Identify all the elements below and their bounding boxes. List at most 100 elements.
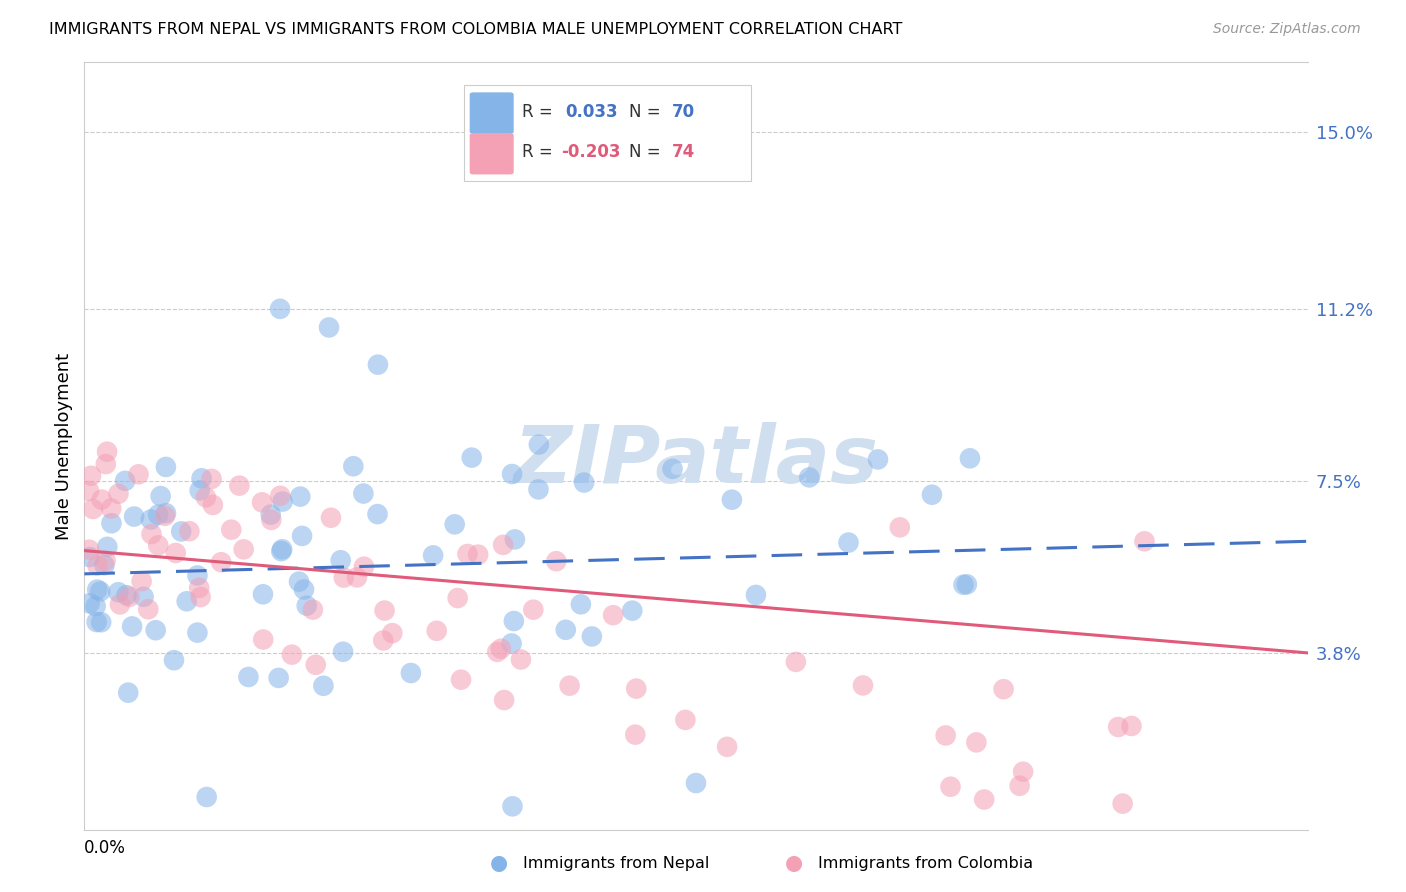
Text: N =: N =	[628, 144, 661, 161]
Point	[79, 596, 101, 610]
Point	[77, 542, 100, 557]
Point	[492, 538, 515, 552]
Point	[558, 679, 581, 693]
Point	[1111, 797, 1133, 811]
Point	[107, 585, 129, 599]
Point	[422, 549, 444, 563]
Point	[799, 470, 821, 484]
Point	[188, 483, 211, 498]
Point	[935, 729, 957, 743]
Point	[318, 320, 340, 334]
Point	[494, 693, 516, 707]
Point	[721, 492, 744, 507]
Point	[252, 632, 274, 647]
Point	[509, 652, 531, 666]
Point	[292, 582, 315, 597]
Point	[956, 577, 979, 591]
Point	[572, 475, 595, 490]
Text: -0.203: -0.203	[561, 144, 621, 161]
Point	[149, 489, 172, 503]
Point	[86, 615, 108, 629]
FancyBboxPatch shape	[470, 93, 513, 134]
Point	[661, 462, 683, 476]
Point	[219, 523, 242, 537]
Point	[132, 590, 155, 604]
Point	[852, 678, 875, 692]
Point	[367, 358, 389, 372]
Point	[96, 444, 118, 458]
Point	[302, 602, 325, 616]
Point	[288, 574, 311, 589]
Point	[209, 555, 232, 569]
Point	[352, 486, 374, 500]
Point	[200, 472, 222, 486]
Point	[621, 604, 644, 618]
Point	[353, 559, 375, 574]
Point	[90, 615, 112, 630]
Point	[89, 584, 111, 599]
Point	[195, 790, 218, 805]
Point	[153, 508, 176, 523]
Point	[267, 671, 290, 685]
Text: R =: R =	[522, 103, 553, 121]
Point	[569, 597, 592, 611]
Point	[271, 494, 294, 508]
Point	[176, 594, 198, 608]
Point	[374, 603, 396, 617]
Point	[260, 508, 283, 522]
Text: 0.033: 0.033	[565, 103, 617, 121]
Point	[527, 437, 550, 451]
Point	[554, 623, 576, 637]
Point	[502, 614, 524, 628]
Point	[342, 459, 364, 474]
Text: R =: R =	[522, 144, 553, 161]
Point	[146, 508, 169, 522]
Point	[522, 602, 544, 616]
Point	[866, 452, 889, 467]
Point	[952, 578, 974, 592]
Point	[1107, 720, 1129, 734]
Point	[837, 535, 859, 549]
Point	[94, 554, 117, 568]
Point	[685, 776, 707, 790]
Point	[90, 492, 112, 507]
Point	[366, 507, 388, 521]
Point	[96, 540, 118, 554]
Point	[93, 558, 115, 573]
Text: ZIPatlas: ZIPatlas	[513, 422, 879, 500]
Point	[269, 301, 291, 316]
Point	[186, 625, 208, 640]
Text: Immigrants from Colombia: Immigrants from Colombia	[818, 856, 1033, 871]
Point	[501, 467, 523, 481]
Point	[271, 542, 294, 557]
Point	[373, 633, 395, 648]
Point	[194, 491, 217, 505]
Point	[201, 498, 224, 512]
Point	[716, 739, 738, 754]
Point	[973, 792, 995, 806]
Point	[399, 666, 422, 681]
Point	[319, 510, 342, 524]
Point	[118, 590, 141, 604]
Text: ●: ●	[491, 854, 508, 873]
Point	[456, 547, 478, 561]
Point	[190, 590, 212, 604]
Text: 70: 70	[672, 103, 695, 121]
Point	[186, 568, 208, 582]
Point	[501, 636, 523, 650]
Point	[426, 624, 449, 638]
Point	[238, 670, 260, 684]
FancyBboxPatch shape	[470, 133, 513, 175]
Point	[295, 599, 318, 613]
Point	[179, 524, 201, 539]
Point	[250, 495, 273, 509]
Text: 74: 74	[672, 144, 695, 161]
Point	[486, 645, 509, 659]
Point	[446, 591, 468, 605]
Point	[77, 483, 100, 498]
Point	[332, 645, 354, 659]
Point	[155, 459, 177, 474]
Point	[252, 587, 274, 601]
Point	[139, 512, 162, 526]
Point	[785, 655, 807, 669]
